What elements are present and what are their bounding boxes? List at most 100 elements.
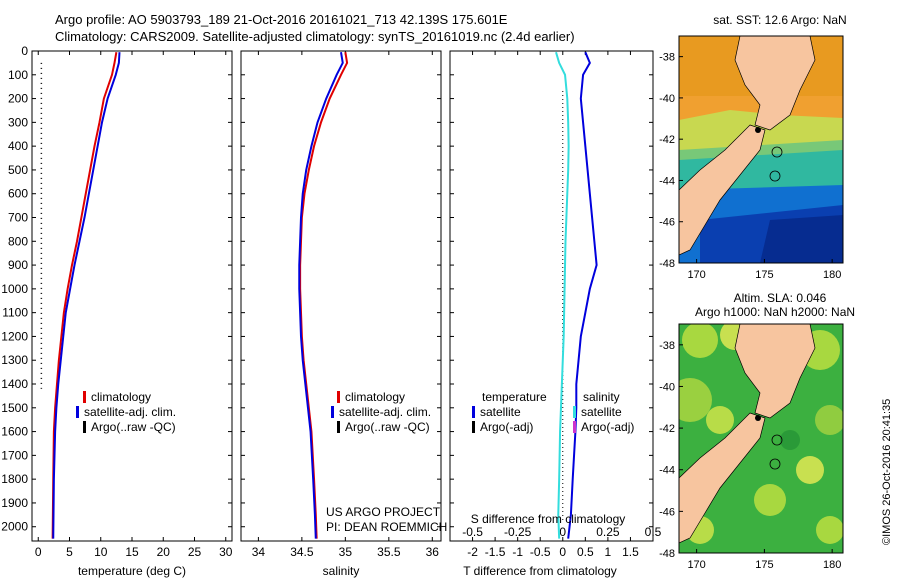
legend-swatch-argo bbox=[83, 421, 86, 433]
map-y-tick-label: -46 bbox=[659, 506, 675, 518]
y-tick-label: 0 bbox=[21, 44, 28, 58]
climatology-line bbox=[51, 52, 118, 539]
map-y-tick-label: -40 bbox=[659, 381, 675, 393]
y-tick-label: 100 bbox=[8, 68, 28, 82]
top-tick-label: 0.25 bbox=[596, 525, 620, 539]
x-tick-label: 10 bbox=[94, 545, 108, 559]
north-island bbox=[734, 324, 816, 419]
temperature-xlabel: temperature (deg C) bbox=[78, 564, 186, 578]
legend-swatch-t-argo bbox=[472, 421, 475, 433]
x-tick-label: 34 bbox=[252, 545, 266, 559]
sla-map bbox=[679, 324, 843, 553]
y-tick-label: 400 bbox=[8, 139, 28, 153]
map-y-tick-label: -48 bbox=[659, 548, 675, 560]
credit-text: ©IMOS 26-Oct-2016 20:41:35 bbox=[881, 399, 893, 545]
top-tick-label: -0.5 bbox=[462, 525, 483, 539]
top-tick-label: -0.25 bbox=[504, 525, 532, 539]
legend-swatch-s-argo bbox=[573, 421, 576, 433]
south-island bbox=[679, 412, 766, 544]
y-tick-label: 1900 bbox=[1, 496, 28, 510]
y-tick-label: 900 bbox=[8, 258, 28, 272]
top-tick-label: 0.5 bbox=[645, 525, 662, 539]
legend-swatch-climatology bbox=[83, 391, 86, 403]
sla-map-frame bbox=[678, 323, 844, 554]
map-y-tick-label: -42 bbox=[659, 423, 675, 435]
legend-label-climatology: climatology bbox=[91, 390, 151, 404]
map-x-tick-label: 175 bbox=[755, 559, 773, 571]
legend-title-salinity: salinity bbox=[583, 390, 620, 404]
legend-label-satellite: satellite-adj. clim. bbox=[339, 405, 431, 419]
y-tick-label: 1600 bbox=[1, 425, 28, 439]
legend-label-s-satellite: satellite bbox=[581, 405, 622, 419]
legend-swatch-t-satellite bbox=[472, 406, 475, 418]
x-tick-label: 5 bbox=[66, 545, 73, 559]
x-tick-label: -2 bbox=[467, 545, 478, 559]
legend-title-temperature: temperature bbox=[482, 390, 547, 404]
map-x-tick-label: 170 bbox=[687, 269, 705, 281]
y-tick-label: 1500 bbox=[1, 401, 28, 415]
x-tick-label: -0.5 bbox=[530, 545, 551, 559]
map-y-tick-label: -38 bbox=[659, 52, 675, 64]
y-tick-label: 1300 bbox=[1, 353, 28, 367]
temperature-chart: 0 5 10 15 20 25 300100200300400500600700800900… bbox=[1, 44, 232, 559]
x-tick-label: 1 bbox=[605, 545, 612, 559]
map-x-tick-label: 180 bbox=[823, 269, 841, 281]
difference-axes bbox=[449, 50, 654, 542]
map-x-tick-label: 180 bbox=[823, 559, 841, 571]
y-tick-label: 300 bbox=[8, 115, 28, 129]
legend-swatch-climatology bbox=[337, 391, 340, 403]
sla-map-title-2: Argo h1000: NaN h2000: NaN bbox=[695, 305, 855, 319]
salinity-xlabel: salinity bbox=[323, 564, 360, 578]
difference-chart: -2 -1.5 -1 -0.5 0 0.5 1 1.5-0.5 -0.25 0 0.25 0.5 bbox=[450, 50, 662, 559]
x-tick-label: 1.5 bbox=[622, 545, 639, 559]
map-y-tick-label: -38 bbox=[659, 340, 675, 352]
map-y-tick-label: -42 bbox=[659, 134, 675, 146]
y-tick-label: 1800 bbox=[1, 472, 28, 486]
difference-xlabel-top: S difference from climatology bbox=[471, 512, 626, 526]
south-island bbox=[679, 124, 766, 256]
y-tick-label: 800 bbox=[8, 234, 28, 248]
legend-label-argo: Argo(..raw -QC) bbox=[345, 420, 430, 434]
y-tick-label: 2000 bbox=[1, 520, 28, 534]
legend-swatch-satellite bbox=[331, 406, 334, 418]
legend-swatch-argo bbox=[337, 421, 340, 433]
sst-map-title: sat. SST: 12.6 Argo: NaN bbox=[713, 13, 846, 27]
annotation-project: US ARGO PROJECT bbox=[326, 505, 441, 519]
x-tick-label: 25 bbox=[188, 545, 202, 559]
legend-label-s-argo: Argo(-adj) bbox=[581, 420, 634, 434]
x-tick-label: 34.5 bbox=[290, 545, 314, 559]
sst-map-frame bbox=[678, 35, 844, 264]
y-tick-label: 700 bbox=[8, 211, 28, 225]
map-y-tick-label: -40 bbox=[659, 93, 675, 105]
y-tick-label: 1700 bbox=[1, 448, 28, 462]
x-tick-label: 0 bbox=[559, 545, 566, 559]
legend-label-t-argo: Argo(-adj) bbox=[480, 420, 533, 434]
x-tick-label: 35.5 bbox=[377, 545, 401, 559]
salinity-satellite-line bbox=[555, 51, 570, 539]
y-tick-label: 1100 bbox=[2, 306, 28, 320]
map-y-tick-label: -46 bbox=[659, 217, 675, 229]
y-tick-label: 500 bbox=[8, 163, 28, 177]
annotation-pi: PI: DEAN ROEMMICH bbox=[326, 520, 447, 534]
satellite-adj-clim-line bbox=[298, 52, 344, 539]
x-tick-label: -1.5 bbox=[485, 545, 506, 559]
map-y-tick-label: -48 bbox=[659, 258, 675, 270]
sla-map-title-1: Altim. SLA: 0.046 bbox=[734, 291, 827, 305]
y-tick-label: 1000 bbox=[1, 282, 28, 296]
x-tick-label: -1 bbox=[512, 545, 523, 559]
north-island bbox=[734, 36, 816, 131]
sst-map-ticks: -38 -40 -42 -44 -46 -48 170 175 180 bbox=[659, 52, 841, 281]
legend-label-t-satellite: satellite bbox=[480, 405, 521, 419]
x-tick-label: 0 bbox=[35, 545, 42, 559]
map-x-tick-label: 170 bbox=[687, 559, 705, 571]
header-line-2: Climatology: CARS2009. Satellite-adjuste… bbox=[55, 29, 575, 44]
header-line-1: Argo profile: AO 5903793_189 21-Oct-2016… bbox=[55, 12, 508, 27]
x-tick-label: 20 bbox=[157, 545, 171, 559]
sst-map bbox=[679, 36, 843, 263]
y-tick-label: 1200 bbox=[1, 329, 28, 343]
map-y-tick-label: -44 bbox=[659, 465, 675, 477]
legend-swatch-satellite bbox=[76, 406, 79, 418]
difference-xlabel: T difference from climatology bbox=[463, 564, 617, 578]
salinity-chart: 34 34.5 35 35.5 36 bbox=[241, 50, 441, 559]
y-tick-label: 200 bbox=[8, 92, 28, 106]
